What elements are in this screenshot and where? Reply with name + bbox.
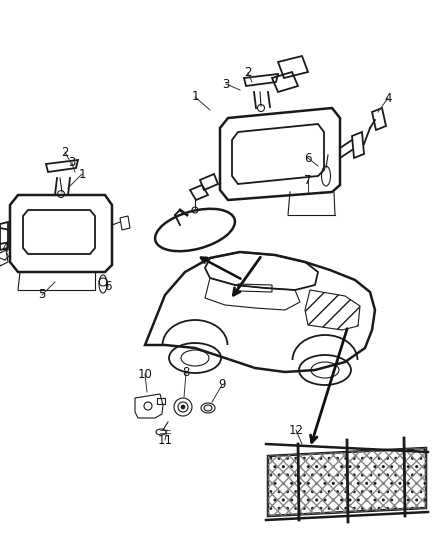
Text: 1: 1 [191,91,199,103]
Text: 6: 6 [104,280,112,294]
Text: 10: 10 [138,367,152,381]
Text: 2: 2 [61,146,69,158]
Text: 5: 5 [38,288,46,302]
Text: 12: 12 [289,424,304,437]
Text: 3: 3 [223,77,230,91]
Text: 2: 2 [244,67,252,79]
Text: 8: 8 [182,367,190,379]
Circle shape [181,405,185,409]
Bar [157,398,165,404]
Text: 4: 4 [1,241,9,254]
Text: 4: 4 [384,92,392,104]
Text: 6: 6 [304,151,312,165]
Text: 9: 9 [218,378,226,392]
Text: 11: 11 [158,433,173,447]
Text: 3: 3 [68,157,76,169]
Text: 1: 1 [78,167,86,181]
Text: 7: 7 [304,174,312,187]
